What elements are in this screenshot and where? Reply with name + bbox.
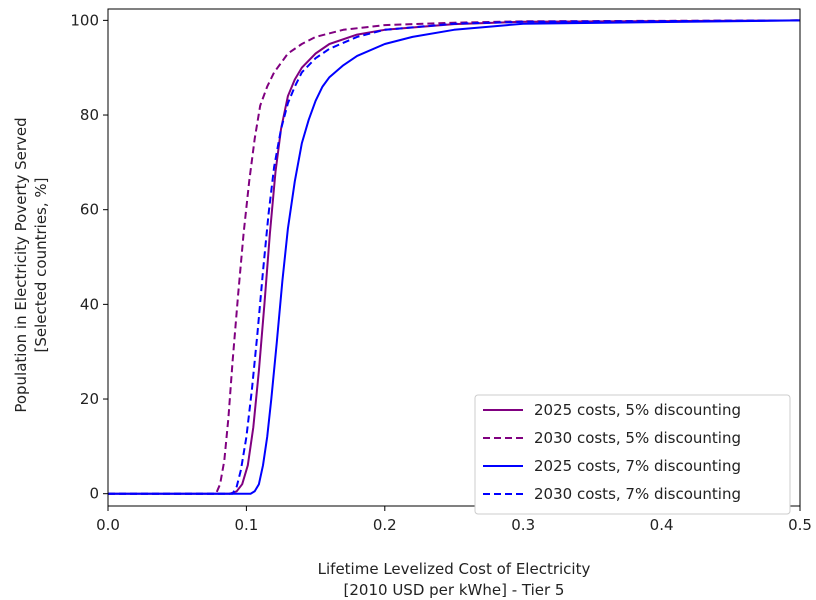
legend-label-2: 2030 costs, 5% discounting [534, 429, 741, 447]
x-axis: 0.0 0.1 0.2 0.3 0.4 0.5 [96, 506, 812, 534]
legend-label-4: 2030 costs, 7% discounting [534, 485, 741, 503]
x-axis-label-line2: [2010 USD per kWhe] - Tier 5 [344, 581, 565, 599]
x-axis-label-line1: Lifetime Levelized Cost of Electricity [318, 560, 591, 578]
series-line-3 [108, 19, 801, 495]
y-tick-label: 100 [70, 11, 99, 29]
y-axis-label-line2: [Selected countries, %] [32, 178, 50, 353]
x-tick-label: 0.0 [96, 516, 120, 534]
x-tick-label: 0.2 [373, 516, 397, 534]
legend: 2025 costs, 5% discounting 2030 costs, 5%… [474, 394, 791, 515]
y-axis: 0 20 40 60 80 100 [70, 11, 108, 503]
y-tick-label: 40 [80, 295, 99, 313]
x-tick-label: 0.3 [511, 516, 535, 534]
y-tick-label: 60 [80, 201, 99, 219]
legend-label-1: 2025 costs, 5% discounting [534, 401, 741, 419]
y-axis-label-line1: Population in Electricity Poverty Served [12, 117, 30, 412]
legend-box [474, 394, 791, 515]
series-line-4 [108, 19, 801, 495]
series-line-2 [108, 19, 801, 495]
y-tick-label: 20 [80, 390, 99, 408]
y-tick-label: 80 [80, 106, 99, 124]
x-tick-label: 0.1 [234, 516, 258, 534]
plot-frame [107, 8, 801, 507]
y-tick-label: 0 [89, 485, 99, 503]
x-tick-label: 0.5 [788, 516, 812, 534]
x-tick-label: 0.4 [650, 516, 674, 534]
series-lines [108, 19, 801, 495]
legend-label-3: 2025 costs, 7% discounting [534, 457, 741, 475]
